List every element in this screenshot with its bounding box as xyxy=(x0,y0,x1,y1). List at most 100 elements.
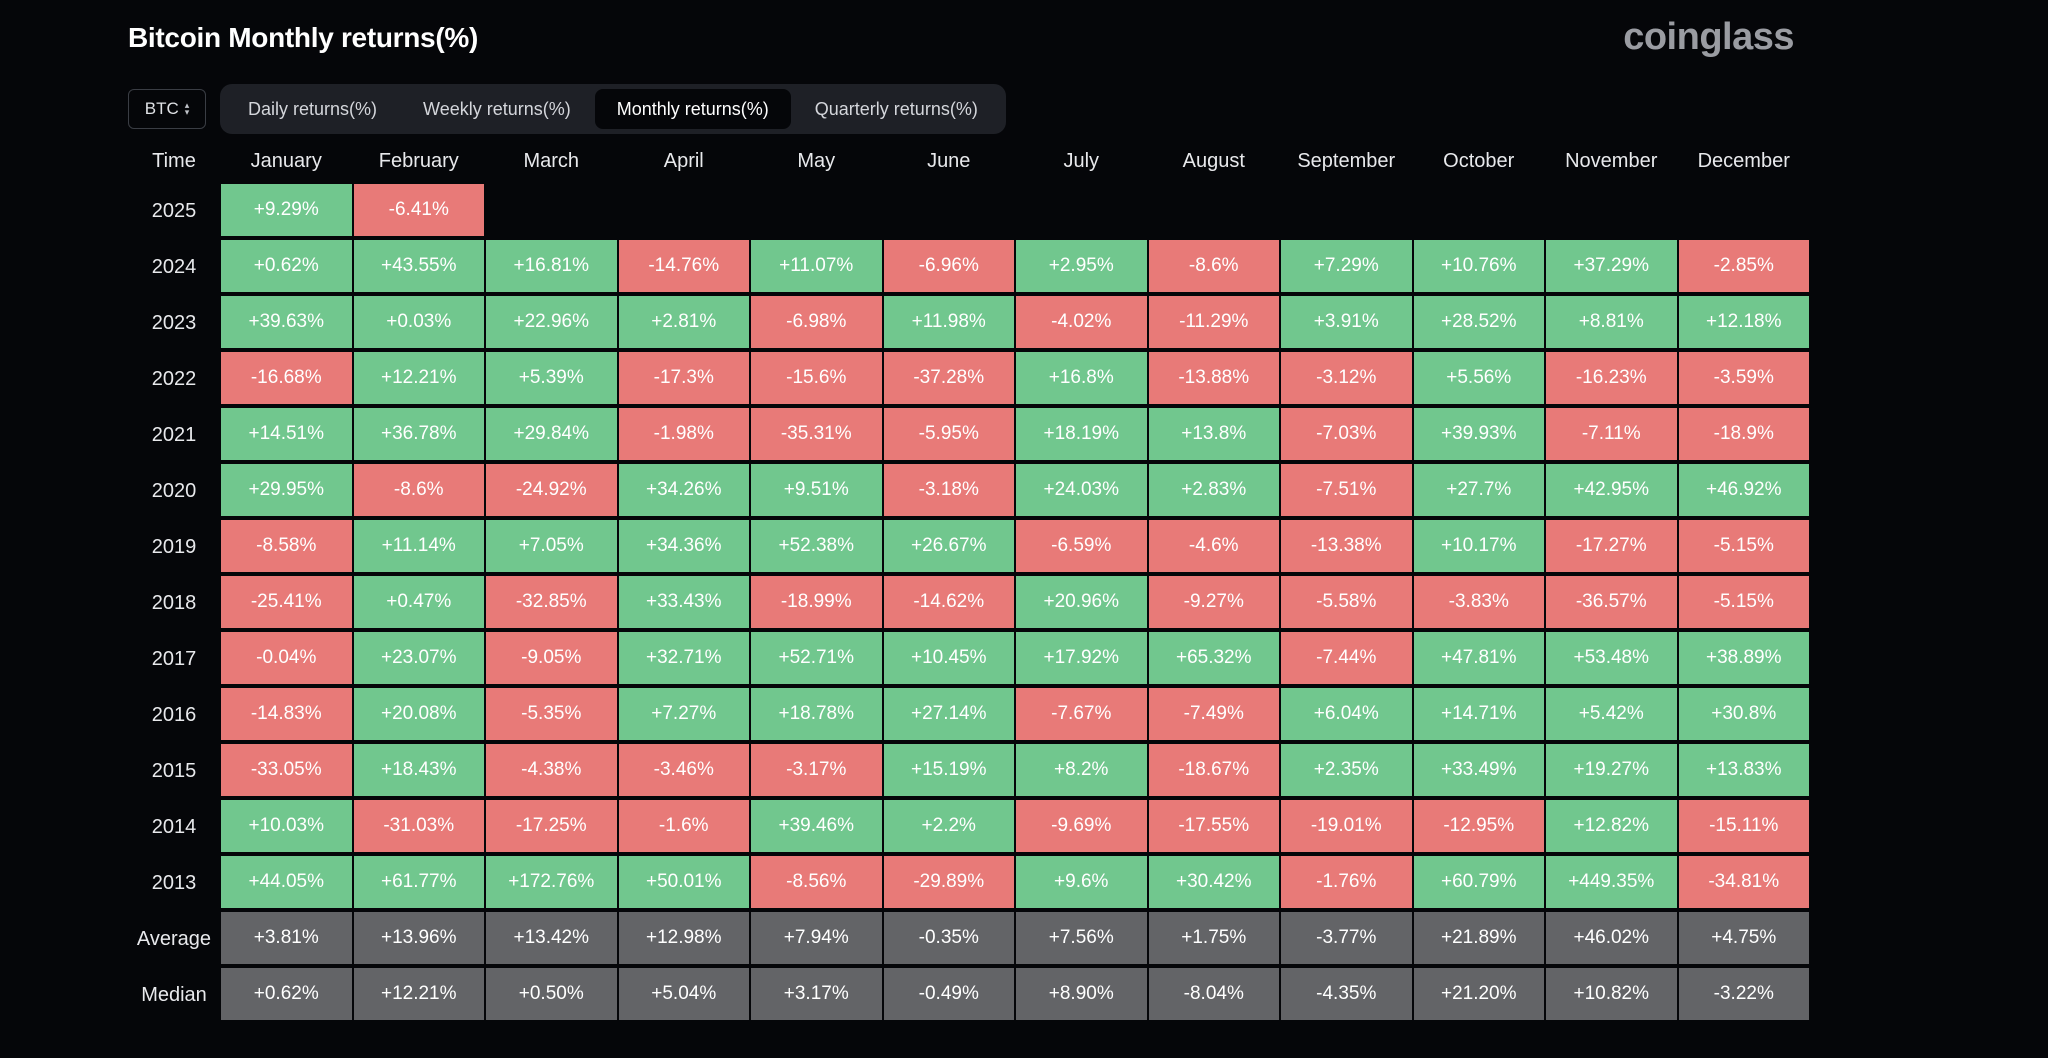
controls-bar: BTC ▴ ▾ Daily returns(%) Weekly returns(%… xyxy=(128,84,1006,134)
return-cell: -7.49% xyxy=(1148,688,1279,740)
tab-quarterly-returns[interactable]: Quarterly returns(%) xyxy=(814,98,978,119)
return-cell: +24.03% xyxy=(1016,464,1147,516)
return-cell: -24.92% xyxy=(486,464,617,516)
return-cell: -8.6% xyxy=(353,464,484,516)
return-cell: +10.76% xyxy=(1413,240,1544,292)
return-cell: +11.98% xyxy=(883,296,1014,348)
return-cell: +22.96% xyxy=(486,296,617,348)
return-cell: -5.15% xyxy=(1678,576,1809,628)
year-row-2023: 2023 +39.63% +0.03% +22.96% +2.81% -6.98% +11.… xyxy=(128,295,1810,351)
return-cell: -5.15% xyxy=(1678,520,1809,572)
return-cell: -4.6% xyxy=(1148,520,1279,572)
chevron-up-down-icon: ▴ ▾ xyxy=(184,100,190,117)
stat-label: Average xyxy=(136,927,212,950)
return-cell: +0.62% xyxy=(221,240,352,292)
return-cell-empty xyxy=(1281,184,1412,236)
stat-cell: -8.04% xyxy=(1148,968,1279,1020)
stat-label: Median xyxy=(141,983,207,1006)
year-row-2015: 2015 -33.05% +18.43% -4.38% -3.46% -3.17% +15.… xyxy=(128,743,1810,799)
return-cell: +11.07% xyxy=(751,240,882,292)
return-cell: +29.84% xyxy=(486,408,617,460)
return-cell: -5.35% xyxy=(486,688,617,740)
return-cell-empty xyxy=(486,184,617,236)
return-cell: -33.05% xyxy=(221,744,352,796)
return-cell: +61.77% xyxy=(353,856,484,908)
return-cell: +18.19% xyxy=(1016,408,1147,460)
year-row-2018: 2018 -25.41% +0.47% -32.85% +33.43% -18.99% -1… xyxy=(128,575,1810,631)
period-tabs: Daily returns(%) Weekly returns(%) Month… xyxy=(220,84,1006,134)
return-cell: -14.62% xyxy=(883,576,1014,628)
column-header-march: March xyxy=(523,149,580,172)
stat-cell: +5.04% xyxy=(618,968,749,1020)
return-cell: +2.35% xyxy=(1281,744,1412,796)
return-cell: -13.38% xyxy=(1281,520,1412,572)
return-cell: +2.83% xyxy=(1148,464,1279,516)
return-cell: +42.95% xyxy=(1546,464,1677,516)
return-cell: +12.82% xyxy=(1546,800,1677,852)
stat-cell: +13.96% xyxy=(353,912,484,964)
stat-cell: +12.21% xyxy=(353,968,484,1020)
tab-monthly-returns[interactable]: Monthly returns(%) xyxy=(594,89,791,129)
return-cell: -15.11% xyxy=(1678,800,1809,852)
return-cell: +9.6% xyxy=(1016,856,1147,908)
stat-cell: -0.49% xyxy=(883,968,1014,1020)
return-cell: +65.32% xyxy=(1148,632,1279,684)
year-row-2020: 2020 +29.95% -8.6% -24.92% +34.26% +9.51% -3.1… xyxy=(128,463,1810,519)
returns-table: Time January February March April May June July… xyxy=(128,139,1810,1023)
stat-cell: +4.75% xyxy=(1678,912,1809,964)
stat-cell: -4.35% xyxy=(1281,968,1412,1020)
return-cell: +7.29% xyxy=(1281,240,1412,292)
stat-cell: +46.02% xyxy=(1546,912,1677,964)
return-cell: -3.17% xyxy=(751,744,882,796)
return-cell: +34.36% xyxy=(618,520,749,572)
year-row-2019: 2019 -8.58% +11.14% +7.05% +34.36% +52.38% +26… xyxy=(128,519,1810,575)
return-cell: +14.71% xyxy=(1413,688,1544,740)
return-cell: -1.98% xyxy=(618,408,749,460)
return-cell: +33.43% xyxy=(618,576,749,628)
column-header-august: August xyxy=(1182,149,1245,172)
return-cell: -2.85% xyxy=(1678,240,1809,292)
year-label: 2015 xyxy=(151,759,197,782)
return-cell: +27.7% xyxy=(1413,464,1544,516)
return-cell: -17.3% xyxy=(618,352,749,404)
return-cell: +47.81% xyxy=(1413,632,1544,684)
return-cell: +172.76% xyxy=(486,856,617,908)
stat-cell: +0.50% xyxy=(486,968,617,1020)
return-cell: -37.28% xyxy=(883,352,1014,404)
year-label: 2017 xyxy=(151,647,197,670)
return-cell: -1.6% xyxy=(618,800,749,852)
column-header-june: June xyxy=(927,149,971,172)
return-cell: -35.31% xyxy=(751,408,882,460)
stat-row-median: Median +0.62% +12.21% +0.50% +5.04% +3.17% -0.… xyxy=(128,967,1810,1023)
year-row-2024: 2024 +0.62% +43.55% +16.81% -14.76% +11.07% -6… xyxy=(128,239,1810,295)
tab-daily-returns[interactable]: Daily returns(%) xyxy=(248,98,378,119)
tab-weekly-returns[interactable]: Weekly returns(%) xyxy=(423,98,571,119)
stat-cell: -3.22% xyxy=(1678,968,1809,1020)
return-cell: -17.55% xyxy=(1148,800,1279,852)
return-cell: +8.81% xyxy=(1546,296,1677,348)
return-cell: -17.25% xyxy=(486,800,617,852)
return-cell: -0.04% xyxy=(221,632,352,684)
return-cell: +50.01% xyxy=(618,856,749,908)
coin-select[interactable]: BTC ▴ ▾ xyxy=(128,89,206,129)
return-cell: +6.04% xyxy=(1281,688,1412,740)
coinglass-logo[interactable]: coinglass xyxy=(1623,16,1794,58)
return-cell: -6.98% xyxy=(751,296,882,348)
return-cell: +27.14% xyxy=(883,688,1014,740)
year-row-2025: 2025 +9.29% -6.41% xyxy=(128,183,1810,239)
return-cell: +10.17% xyxy=(1413,520,1544,572)
return-cell: +12.18% xyxy=(1678,296,1809,348)
return-cell: -34.81% xyxy=(1678,856,1809,908)
return-cell: +26.67% xyxy=(883,520,1014,572)
return-cell: +0.47% xyxy=(353,576,484,628)
stat-cell: +1.75% xyxy=(1148,912,1279,964)
return-cell: -16.23% xyxy=(1546,352,1677,404)
column-header-december: December xyxy=(1697,149,1790,172)
return-cell-empty xyxy=(1016,184,1147,236)
return-cell: +39.63% xyxy=(221,296,352,348)
return-cell: +23.07% xyxy=(353,632,484,684)
coin-select-value: BTC xyxy=(144,99,179,118)
return-cell: +39.46% xyxy=(751,800,882,852)
return-cell: -3.46% xyxy=(618,744,749,796)
year-row-2013: 2013 +44.05% +61.77% +172.76% +50.01% -8.56% -… xyxy=(128,855,1810,911)
